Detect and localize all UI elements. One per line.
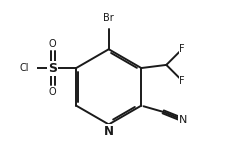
Text: O: O <box>49 87 56 97</box>
Text: Br: Br <box>103 13 114 23</box>
Text: Cl: Cl <box>20 63 29 73</box>
Text: F: F <box>178 44 184 54</box>
Text: N: N <box>178 115 186 125</box>
Text: S: S <box>48 61 57 75</box>
Text: F: F <box>178 76 184 86</box>
Text: O: O <box>49 39 56 49</box>
Text: N: N <box>103 125 113 138</box>
